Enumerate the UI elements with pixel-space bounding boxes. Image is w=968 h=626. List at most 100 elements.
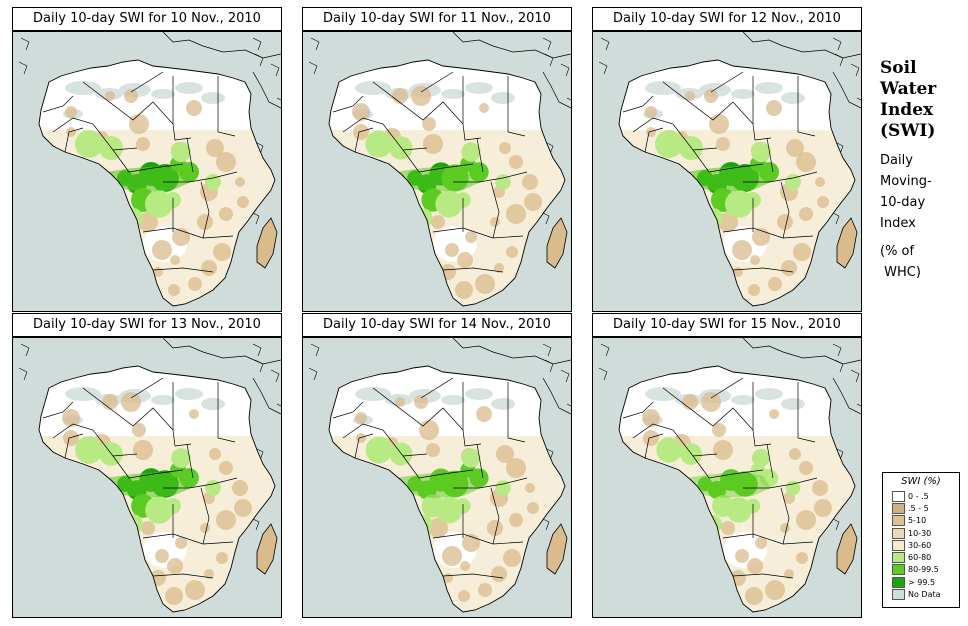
dry-patch: [479, 103, 489, 113]
coastline: [452, 32, 571, 59]
legend-label: > 99.5: [908, 577, 936, 587]
coastline: [832, 37, 842, 51]
coastline: [856, 403, 861, 407]
dry-patch: [765, 580, 785, 600]
country-border: [342, 423, 428, 457]
coastline: [20, 37, 30, 51]
side-title-line: (SWI): [880, 121, 936, 141]
dry-patch: [141, 521, 155, 535]
legend-swatch: [892, 515, 905, 527]
no-data-patch: [465, 82, 493, 94]
map: [12, 31, 282, 312]
coastline: [600, 343, 610, 357]
coastline: [832, 343, 842, 357]
dry-patch: [170, 255, 180, 265]
dry-patch: [63, 430, 79, 446]
coastline: [544, 447, 554, 461]
country-border: [163, 171, 238, 183]
dry-patch: [105, 91, 115, 101]
dry-patch: [476, 406, 492, 422]
coastline: [310, 343, 320, 357]
dry-patch: [685, 91, 695, 101]
map: [592, 31, 862, 312]
coastline: [598, 61, 608, 75]
legend-label: 80-99.5: [908, 565, 939, 575]
dry-patch: [645, 106, 657, 118]
madagascar: [836, 217, 858, 269]
country-border: [332, 401, 364, 419]
country-border: [732, 573, 794, 579]
legend-swatch: [892, 490, 905, 502]
dry-patch: [768, 277, 782, 291]
country-border: [710, 71, 744, 93]
country-border: [797, 382, 816, 443]
side-unit-line: (% of: [880, 244, 915, 259]
africa-coastline: [328, 59, 566, 307]
side-title-line: Water: [880, 79, 937, 99]
country-border: [420, 71, 454, 93]
no-data-patch: [175, 82, 203, 94]
wet-patch: [785, 174, 801, 190]
country-border: [476, 443, 484, 479]
dry-patch: [812, 480, 828, 496]
wet-patch: [461, 448, 481, 468]
dry-patch: [167, 558, 183, 574]
country-border: [780, 487, 790, 545]
dry-patch: [213, 243, 231, 261]
wet-patch: [171, 448, 191, 468]
country-border: [200, 487, 210, 545]
coastline: [276, 403, 281, 407]
country-border: [453, 477, 528, 489]
country-border: [453, 171, 528, 183]
country-border: [692, 149, 764, 173]
country-border: [152, 573, 214, 579]
legend-label: No Data: [908, 590, 941, 600]
country-border: [402, 149, 474, 173]
dry-patch: [458, 590, 470, 602]
coastline: [542, 37, 552, 51]
legend-item: 60-80: [883, 551, 959, 564]
dry-patch: [796, 152, 816, 172]
dry-patch: [490, 217, 500, 227]
coastline: [566, 403, 571, 407]
country-border: [507, 76, 526, 137]
wet-patch: [389, 442, 413, 466]
dry-patch: [509, 155, 523, 169]
coastline: [544, 141, 554, 155]
madagascar: [256, 217, 278, 269]
wet-patch: [679, 136, 703, 160]
country-border: [662, 387, 772, 447]
dry-patch: [136, 137, 150, 151]
coastline: [542, 343, 552, 357]
country-border: [82, 81, 192, 141]
africa-map-svg: [13, 338, 281, 617]
country-border: [766, 137, 774, 173]
dry-patch: [62, 409, 80, 427]
country-border: [797, 76, 816, 137]
coastline: [834, 141, 844, 155]
africa-coastline: [38, 59, 276, 307]
wet-patch: [495, 480, 511, 496]
wet-patch: [751, 448, 771, 468]
africa-map-svg: [593, 338, 861, 617]
legend-title: SWI (%): [901, 476, 941, 487]
dry-patch: [745, 587, 763, 605]
country-border: [490, 487, 500, 545]
dry-patch: [780, 523, 790, 533]
dry-patch: [138, 212, 158, 232]
dry-patch: [506, 246, 518, 258]
map: [12, 337, 282, 618]
panel-title: Daily 10-day SWI for 15 Nov., 2010: [592, 313, 862, 337]
country-border: [432, 533, 524, 545]
country-border: [112, 149, 184, 173]
country-border: [372, 81, 482, 141]
country-border: [743, 477, 818, 489]
madagascar: [256, 523, 278, 575]
country-border: [354, 433, 374, 459]
dry-patch: [442, 546, 462, 566]
dry-patch: [509, 513, 523, 527]
country-border: [743, 171, 818, 183]
legend-item: 0 - .5: [883, 490, 959, 502]
country-border: [112, 455, 184, 479]
coastline: [832, 71, 861, 109]
